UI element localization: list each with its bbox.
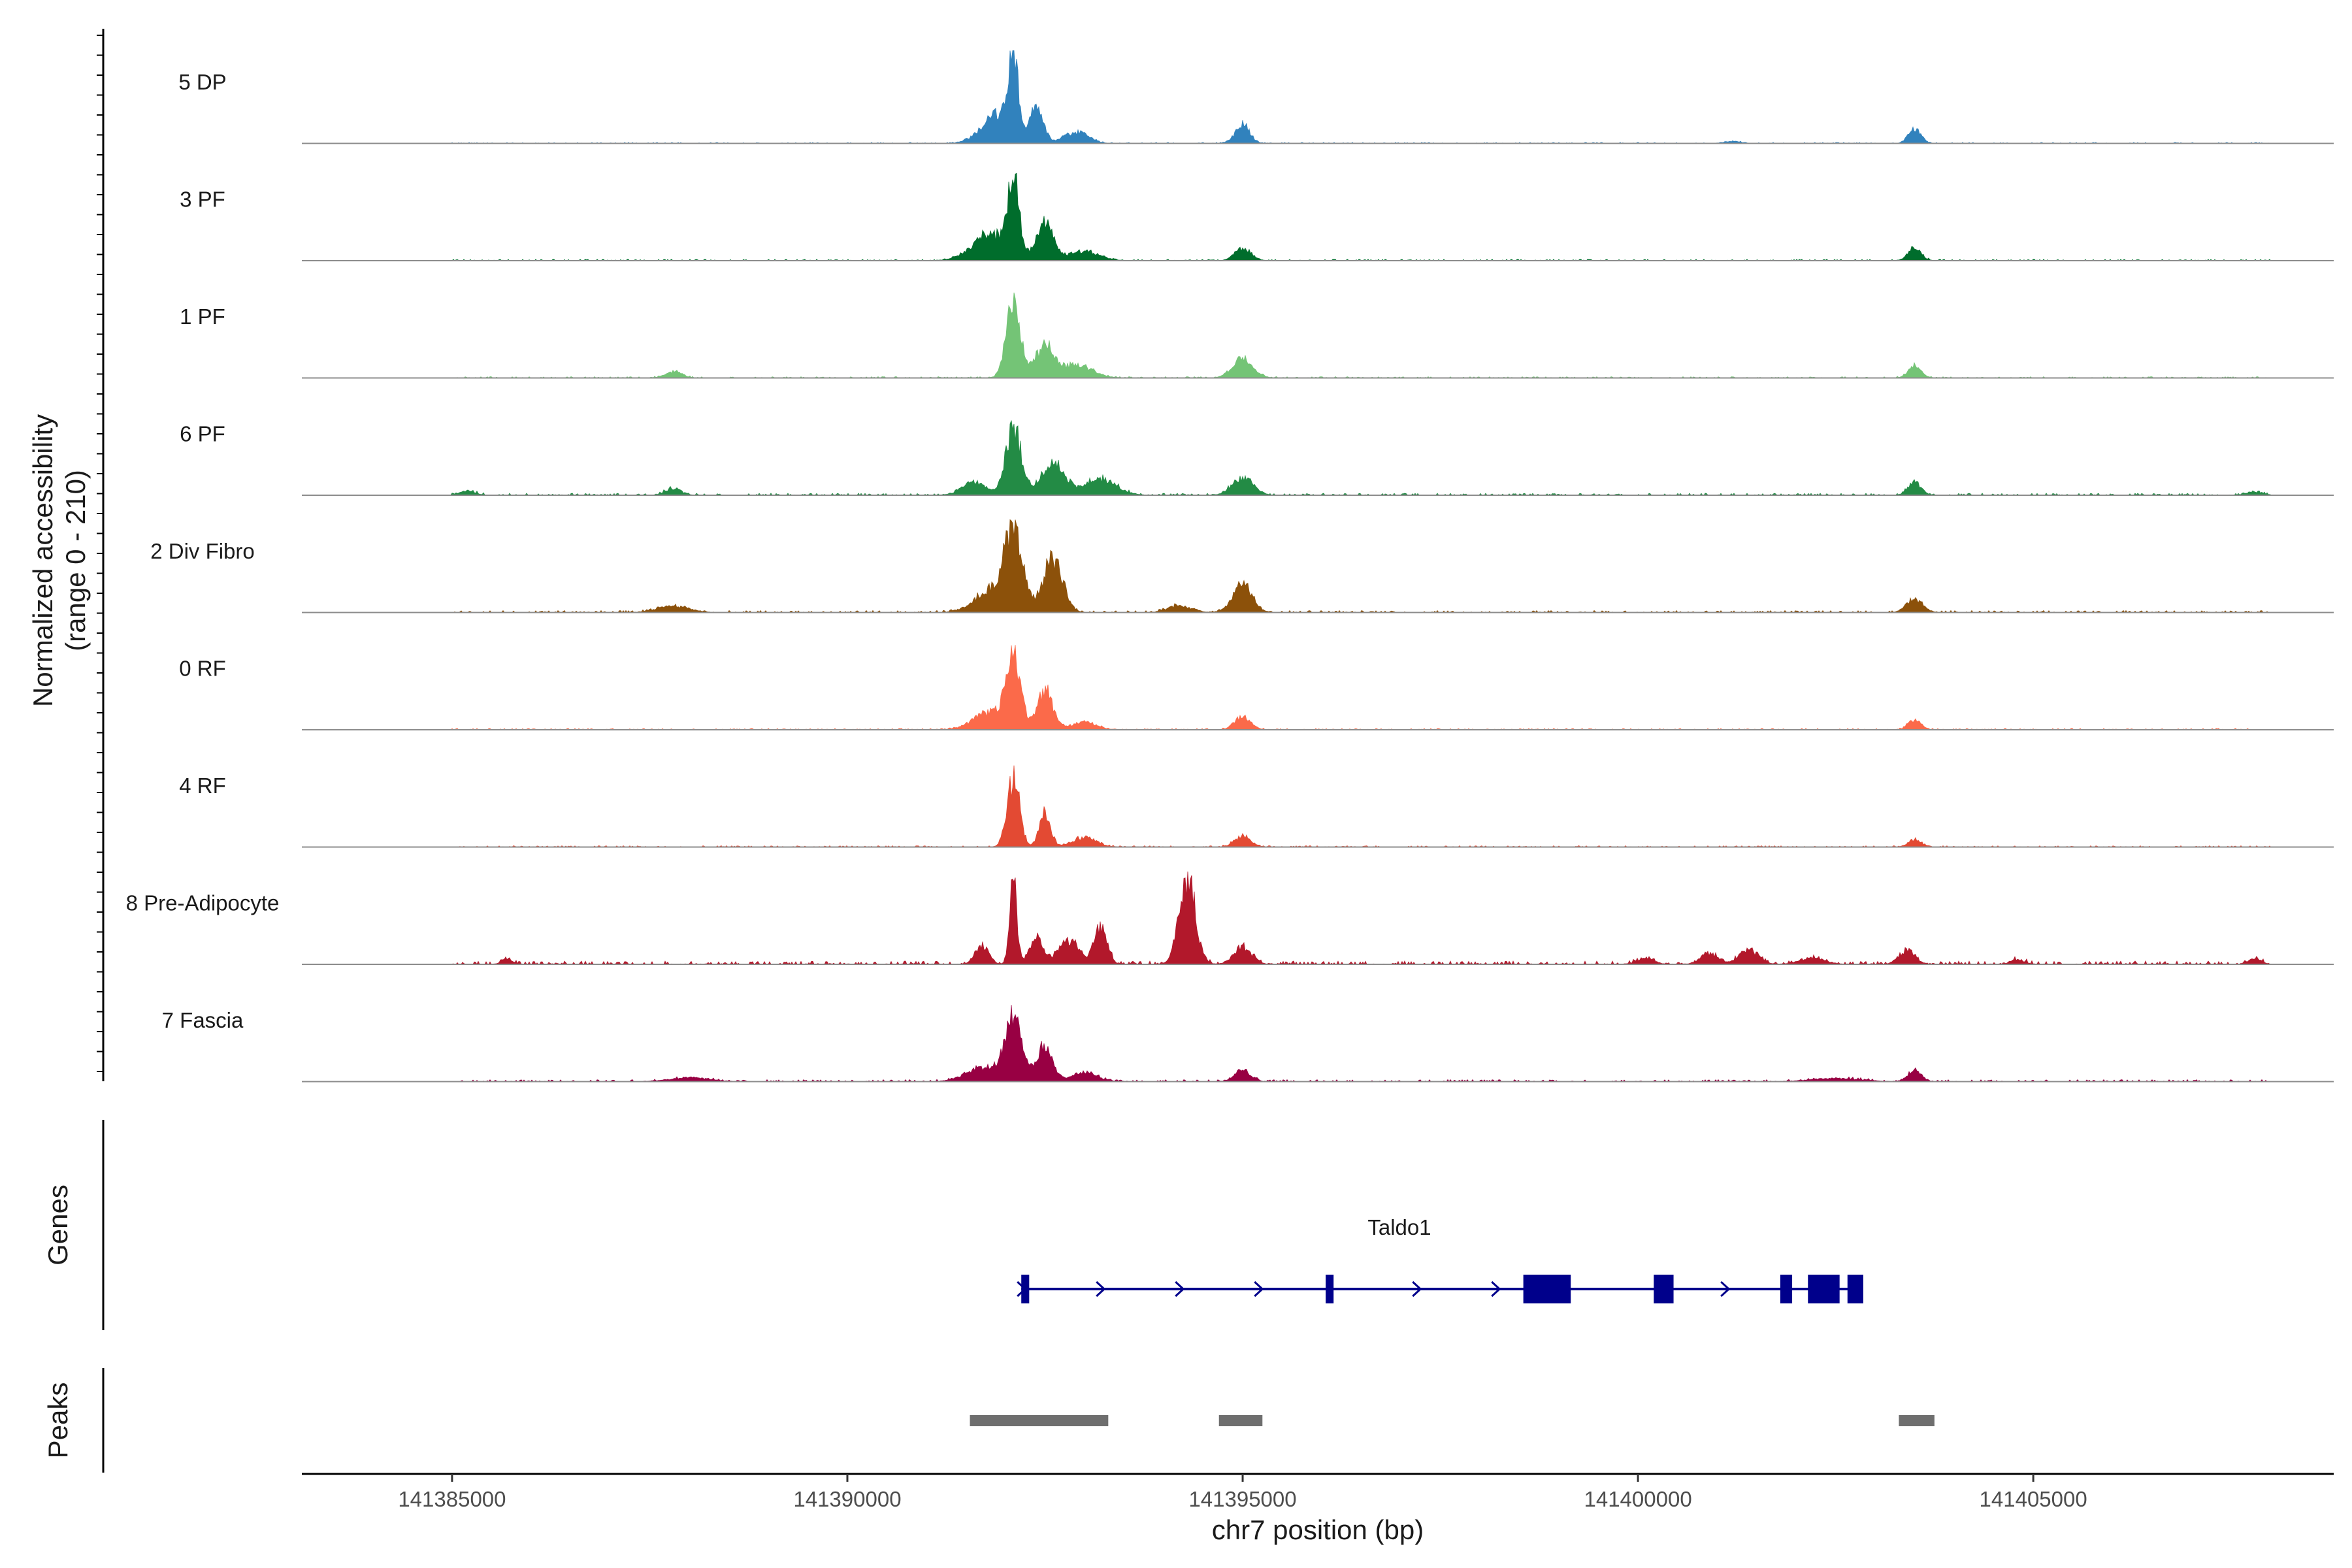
x-tick-label: 141395000 bbox=[1188, 1487, 1296, 1511]
x-tick-label: 141385000 bbox=[398, 1487, 506, 1511]
track-label: 4 RF bbox=[179, 774, 226, 798]
genes-panel-title: Genes bbox=[42, 1184, 73, 1266]
coverage-track-6: 4 RF bbox=[179, 765, 2334, 848]
strand-arrow bbox=[1720, 1281, 1731, 1298]
coverage-track-4: 2 Div Fibro bbox=[150, 519, 2334, 613]
gene-exon bbox=[1847, 1275, 1863, 1303]
gene-exon bbox=[1654, 1275, 1674, 1303]
track-label: 0 RF bbox=[179, 657, 226, 681]
coverage-track-5: 0 RF bbox=[179, 645, 2334, 730]
coverage-track-0: 5 DP bbox=[178, 50, 2334, 144]
x-axis-ticks: 141385000 141390000 141395000 141400000 1414… bbox=[398, 1474, 2087, 1511]
peak-region bbox=[1218, 1415, 1263, 1426]
strand-arrow bbox=[1412, 1281, 1422, 1298]
track-label: 2 Div Fibro bbox=[150, 539, 255, 563]
track-label: 6 PF bbox=[180, 422, 225, 446]
y-axis-title-line2: (range 0 - 210) bbox=[60, 470, 91, 651]
x-tick-label: 141405000 bbox=[1980, 1487, 2087, 1511]
gene-exon bbox=[1021, 1275, 1030, 1303]
track-label: 7 Fascia bbox=[162, 1008, 244, 1032]
peaks-track bbox=[970, 1415, 1935, 1426]
track-label: 3 PF bbox=[180, 188, 225, 212]
peak-region bbox=[1899, 1415, 1935, 1426]
coverage-track-2: 1 PF bbox=[180, 292, 2334, 379]
peaks-panel-title: Peaks bbox=[42, 1382, 73, 1459]
track-label: 5 DP bbox=[178, 70, 226, 94]
strand-arrow bbox=[1491, 1281, 1501, 1298]
track-label: 8 Pre-Adipocyte bbox=[126, 891, 280, 915]
peak-region bbox=[970, 1415, 1109, 1426]
strand-arrow bbox=[1254, 1281, 1264, 1298]
coverage-track-8: 7 Fascia bbox=[162, 1005, 2334, 1083]
y-axis-title-line1: Normalized accessibility bbox=[27, 414, 58, 707]
gene-exon bbox=[1523, 1275, 1571, 1303]
x-tick-label: 141400000 bbox=[1584, 1487, 1692, 1511]
track-label: 1 PF bbox=[180, 304, 225, 329]
gene-exon bbox=[1808, 1275, 1840, 1303]
gene-exon bbox=[1780, 1275, 1793, 1303]
gene-name-label: Taldo1 bbox=[1367, 1215, 1431, 1239]
gene-exon bbox=[1326, 1275, 1334, 1303]
strand-arrow bbox=[1175, 1281, 1185, 1298]
coverage-track-1: 3 PF bbox=[180, 172, 2334, 261]
gene-model-track: Taldo1 bbox=[1017, 1215, 1863, 1303]
coverage-y-axis bbox=[97, 29, 105, 1081]
coverage-track-7: 8 Pre-Adipocyte bbox=[126, 871, 2334, 965]
strand-arrow bbox=[1096, 1281, 1106, 1298]
coverage-tracks: 5 DP 3 PF 1 PF 6 PF 2 Div Fibro 0 RF 4 RF 8 Pre… bbox=[126, 50, 2334, 1083]
x-axis-title: chr7 position (bp) bbox=[1212, 1514, 1424, 1545]
coverage-track-3: 6 PF bbox=[180, 420, 2334, 496]
x-tick-label: 141390000 bbox=[793, 1487, 901, 1511]
